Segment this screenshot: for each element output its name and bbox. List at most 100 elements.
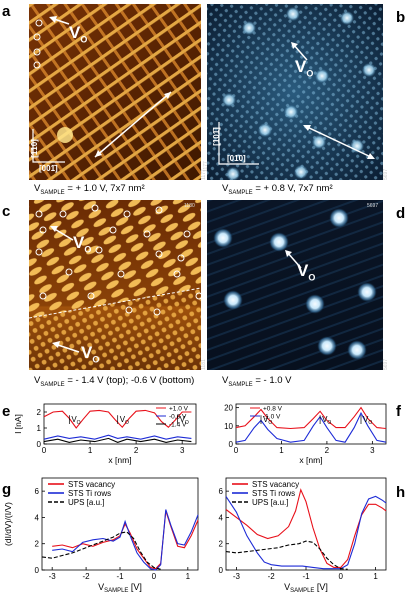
x-tick-label-h: -3 (233, 572, 241, 581)
y-tick-label-e: 0 (37, 440, 42, 449)
stm-image-b: VO [101̄] [01̄0] (207, 4, 383, 180)
x-tick-label-h: 1 (373, 572, 378, 581)
series-line-f-0 (235, 406, 387, 430)
x-tick-label-h: 0 (339, 572, 344, 581)
direction-label-b1: [101̄] (211, 127, 221, 146)
x-axis-label-sub-h: SAMPLE (290, 588, 314, 594)
x-tick-label-e: 1 (88, 446, 93, 455)
vacancy-annotation-sub-f: O (327, 420, 331, 426)
plot-frame-g (41, 477, 199, 571)
legend-label-g: UPS [a.u.] (68, 498, 104, 507)
x-axis-label-g: VSAMPLE [V] (98, 582, 142, 594)
legend-label-e: -0.6 V (169, 414, 187, 421)
vacancy-label-b: VO (295, 57, 314, 79)
legend-label-g: STS Ti rows (68, 489, 111, 498)
y-tick-label-g: 6 (35, 487, 40, 496)
direction-label-a2: [001̄] (39, 164, 58, 173)
panel-label-b: b (396, 9, 406, 26)
vacancy-label-d: VO (297, 261, 316, 283)
vacancy-annotation-f: VO (263, 415, 272, 426)
panel-label-d: d (396, 205, 406, 222)
x-tick-label-e: 3 (180, 446, 185, 455)
y-tick-label-f: 20 (224, 404, 233, 413)
vacancy-annotation-sub-f: O (368, 420, 372, 426)
image-number-d-top: 5697 (367, 203, 379, 209)
legend-label-f: -1.0 V (263, 414, 281, 421)
plot-frame-f (235, 403, 387, 445)
vacancy-annotation-sub-f: O (268, 420, 272, 426)
series-line-h-0 (225, 488, 387, 568)
stm-image-a: VO [1̄10] [001̄] (29, 4, 201, 180)
y-axis-label-e: I [nA] (14, 414, 23, 434)
y-tick-label-h: 4 (219, 513, 224, 522)
plot-frame-e (43, 403, 197, 445)
x-tick-label-e: 0 (42, 446, 47, 455)
panel-label-f: f (396, 403, 401, 420)
stm-image-c: VO VO (29, 200, 201, 370)
vacancy-label-a: VO (69, 23, 88, 45)
y-tick-label-e: 2 (37, 408, 42, 417)
x-tick-label-h: -2 (268, 572, 276, 581)
image-number-b: 5697 (383, 168, 389, 180)
y-tick-label-g: 2 (35, 540, 40, 549)
stm-image-a-svg (29, 4, 201, 180)
direction-label-b2: [01̄0] (227, 154, 246, 163)
vacancy-annotation-e: VO (180, 415, 189, 426)
panel-label-g: g (2, 481, 12, 498)
vacancy-annotation-e: VO (120, 415, 129, 426)
y-tick-label-g: 0 (35, 566, 40, 575)
series-line-e-1 (43, 434, 192, 440)
caption-b: VSAMPLE = + 0.8 V, 7x7 nm² (222, 183, 333, 196)
series-line-g-2 (41, 531, 161, 570)
image-number-c-top: 1180 (184, 203, 195, 209)
vacancy-annotation-sub-e: O (125, 420, 129, 426)
y-tick-label-h: 0 (219, 566, 224, 575)
caption-d: VSAMPLE = - 1.0 V (222, 375, 292, 388)
stm-image-c-svg (29, 200, 201, 370)
direction-label-a1: [1̄10] (29, 139, 39, 158)
x-tick-label-g: -3 (49, 572, 57, 581)
x-tick-label-f: 0 (234, 446, 239, 455)
x-tick-label-f: 1 (279, 446, 284, 455)
legend-label-e: +1.0 V (169, 406, 189, 413)
image-number-d: 5697 (383, 358, 389, 370)
y-tick-label-g: 4 (35, 513, 40, 522)
y-tick-label-f: 10 (224, 422, 233, 431)
x-tick-label-f: 2 (325, 446, 330, 455)
legend-label-e: -1.4 V (169, 422, 187, 429)
vacancy-label-c-top: VO (73, 233, 92, 255)
legend-label-f: +0.8 V (263, 406, 283, 413)
series-line-g-0 (52, 510, 199, 570)
y-tick-label-h: 2 (219, 540, 224, 549)
x-tick-label-g: -2 (83, 572, 91, 581)
x-axis-label-rest-h: [V] (314, 582, 328, 592)
vacancy-label-c-bottom: VO (81, 343, 100, 365)
panel-label-h: h (396, 484, 406, 501)
panel-label-e: e (2, 403, 11, 420)
y-tick-label-e: 1 (37, 424, 42, 433)
vacancy-annotation-sub-e: O (77, 420, 81, 426)
plot-frame-h (225, 477, 387, 571)
x-axis-label-e: x [nm] (108, 455, 131, 465)
legend-label-g: STS vacancy (68, 480, 115, 489)
x-axis-label-sub-g: SAMPLE (104, 588, 128, 594)
series-line-h-2 (225, 540, 348, 570)
x-axis-label-rest-g: [V] (128, 582, 142, 592)
stm-image-d: VO (207, 200, 383, 370)
vacancy-annotation-f: VO (363, 415, 372, 426)
series-line-g-1 (52, 509, 199, 571)
x-axis-label-f: x [nm] (299, 455, 322, 465)
y-tick-label-f: 0 (229, 440, 234, 449)
series-line-e-0 (43, 409, 192, 429)
panel-label-a: a (2, 3, 11, 20)
y-tick-label-h: 6 (219, 487, 224, 496)
vacancy-annotation-sub-e: O (185, 420, 189, 426)
stm-image-b-svg (207, 4, 383, 180)
series-line-f-1 (235, 411, 387, 443)
series-line-h-1 (225, 495, 387, 570)
stm-image-d-svg (207, 200, 383, 370)
